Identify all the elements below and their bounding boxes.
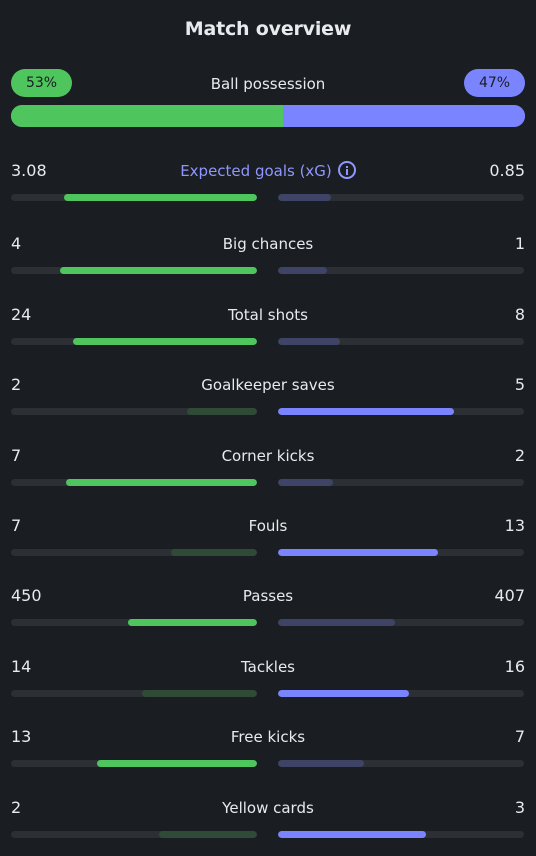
- home-value: 4: [11, 234, 22, 253]
- home-value: 7: [11, 446, 22, 465]
- home-bar-track: [11, 338, 257, 345]
- stat-label-text: Corner kicks: [221, 447, 315, 465]
- away-bar-track: [278, 267, 524, 274]
- home-value: 2: [11, 375, 22, 394]
- panel-title: Match overview: [184, 18, 352, 40]
- away-bar-track: [278, 690, 524, 697]
- away-value: 7: [514, 727, 525, 746]
- home-bar-track: [11, 479, 257, 486]
- home-value: 13: [11, 727, 32, 746]
- home-possession-badge: 53%: [11, 69, 72, 97]
- stat-row-total-shots: 24 Total shots 8: [11, 304, 525, 350]
- away-bar-track: [278, 338, 524, 345]
- home-bar-track: [11, 760, 257, 767]
- home-bar-fill: [60, 267, 257, 274]
- away-bar-fill: [278, 690, 410, 697]
- home-bar-track: [11, 690, 257, 697]
- away-value: 3: [514, 798, 525, 817]
- ball-possession-row: 53% Ball possession 47%: [11, 69, 525, 129]
- away-bar-track: [278, 408, 524, 415]
- stat-label-text: Fouls: [248, 517, 288, 535]
- stat-label: Goalkeeper saves: [11, 374, 525, 396]
- stat-label: Big chances: [11, 233, 525, 255]
- home-bar-track: [11, 831, 257, 838]
- home-bar-track: [11, 619, 257, 626]
- home-bar-fill: [64, 194, 257, 201]
- away-bar-track: [278, 194, 524, 201]
- stat-label-text: Total shots: [228, 306, 308, 324]
- stat-label-text: Big chances: [222, 235, 314, 253]
- home-bar-fill: [72, 338, 257, 345]
- away-bar-fill: [278, 760, 365, 767]
- away-bar-track: [278, 549, 524, 556]
- home-bar-track: [11, 408, 257, 415]
- stat-label-text: Free kicks: [230, 728, 306, 746]
- stat-row-corner-kicks: 7 Corner kicks 2: [11, 445, 525, 491]
- home-bar-fill: [65, 479, 257, 486]
- home-bar-track: [11, 549, 257, 556]
- home-bar-track: [11, 267, 257, 274]
- stat-label-text: Tackles: [240, 658, 296, 676]
- home-value: 7: [11, 516, 22, 535]
- stat-label-text: Passes: [242, 587, 294, 605]
- stat-row-yellow-cards: 2 Yellow cards 3: [11, 797, 525, 843]
- away-value: 8: [514, 305, 525, 324]
- away-value: 13: [504, 516, 525, 535]
- home-value: 2: [11, 798, 22, 817]
- home-bar-fill: [186, 408, 257, 415]
- possession-bar-home: [11, 105, 284, 127]
- home-value: 14: [11, 657, 32, 676]
- away-bar-fill: [278, 549, 438, 556]
- away-value: 5: [514, 375, 525, 394]
- possession-bar-away: [283, 105, 525, 127]
- away-bar-fill: [278, 619, 395, 626]
- away-value: 0.85: [489, 161, 525, 180]
- stat-row-passes: 450 Passes 407: [11, 585, 525, 631]
- away-bar-fill: [278, 408, 454, 415]
- stat-label: Free kicks: [11, 726, 525, 748]
- away-bar-fill: [278, 267, 328, 274]
- stat-label-text: Expected goals (xG): [180, 162, 332, 180]
- away-bar-fill: [278, 479, 333, 486]
- home-bar-fill: [97, 760, 257, 767]
- stat-label[interactable]: Expected goals (xG): [11, 160, 525, 182]
- away-bar-fill: [278, 831, 426, 838]
- away-value: 16: [504, 657, 525, 676]
- stat-label-text: Goalkeeper saves: [201, 376, 335, 394]
- home-bar-fill: [142, 690, 257, 697]
- possession-bar: [11, 105, 525, 127]
- stat-row-goalkeeper-saves: 2 Goalkeeper saves 5: [11, 374, 525, 420]
- stat-label-text: Yellow cards: [222, 799, 314, 817]
- stat-label: Corner kicks: [11, 445, 525, 467]
- home-value: 450: [11, 586, 42, 605]
- ball-possession-label: Ball possession: [210, 75, 326, 93]
- home-value: 3.08: [11, 161, 47, 180]
- away-possession-badge: 47%: [464, 69, 525, 97]
- away-bar-fill: [278, 338, 340, 345]
- stat-label: Passes: [11, 585, 525, 607]
- stat-row-free-kicks: 13 Free kicks 7: [11, 726, 525, 772]
- away-bar-track: [278, 479, 524, 486]
- away-bar-fill: [278, 194, 332, 201]
- stat-row-tackles: 14 Tackles 16: [11, 656, 525, 702]
- home-bar-fill: [158, 831, 257, 838]
- away-value: 407: [494, 586, 525, 605]
- stat-label: Total shots: [11, 304, 525, 326]
- stat-label: Tackles: [11, 656, 525, 678]
- info-icon[interactable]: [337, 161, 356, 179]
- away-value: 2: [514, 446, 525, 465]
- stat-label: Yellow cards: [11, 797, 525, 819]
- stat-row-xg: 3.08 Expected goals (xG) 0.85: [11, 160, 525, 206]
- stat-row-fouls: 7 Fouls 13: [11, 515, 525, 561]
- home-bar-fill: [127, 619, 257, 626]
- home-bar-fill: [170, 549, 257, 556]
- home-value: 24: [11, 305, 32, 324]
- stat-label: Fouls: [11, 515, 525, 537]
- away-bar-track: [278, 619, 524, 626]
- stat-row-big-chances: 4 Big chances 1: [11, 233, 525, 279]
- home-bar-track: [11, 194, 257, 201]
- away-bar-track: [278, 831, 524, 838]
- away-bar-track: [278, 760, 524, 767]
- away-value: 1: [514, 234, 525, 253]
